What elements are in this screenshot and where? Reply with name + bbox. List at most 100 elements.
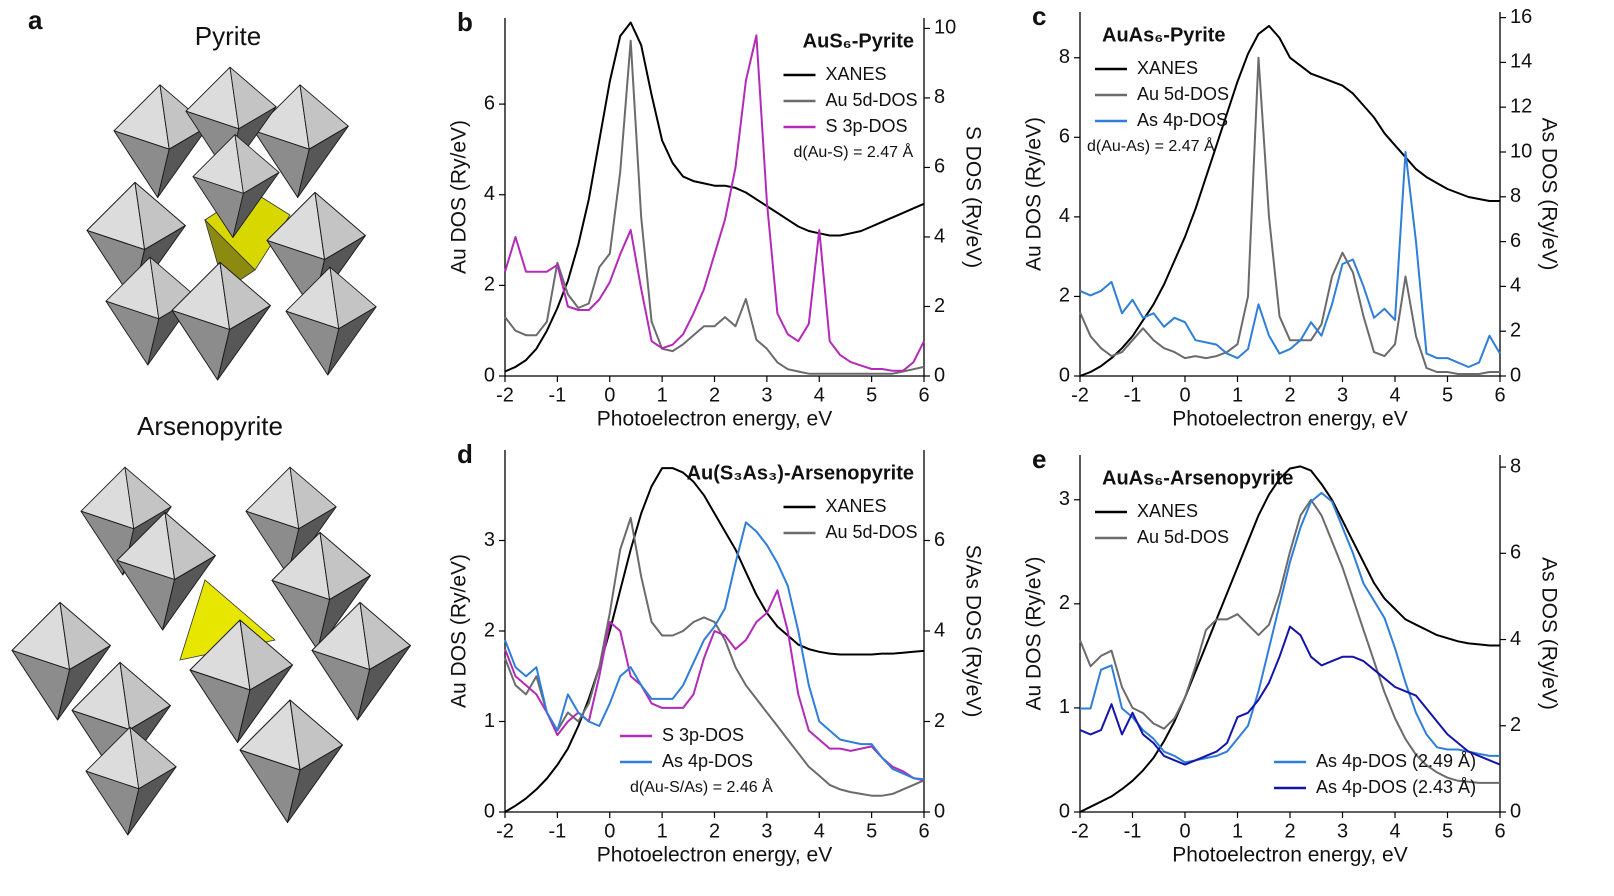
y-tick-label: 4 (484, 183, 495, 205)
y-axis-label: Au DOS (Ry/eV) (1023, 556, 1046, 710)
legend-label: XANES (826, 64, 887, 84)
legend-label: Au 5d-DOS (1137, 527, 1229, 547)
y2-axis-label: S/As DOS (Ry/eV) (961, 545, 984, 718)
y-tick-label: 8 (1059, 46, 1070, 68)
y-tick-label: 3 (484, 529, 495, 551)
x-tick-label: 2 (1284, 384, 1295, 406)
series-line (1080, 58, 1500, 374)
y-tick-label: 6 (484, 92, 495, 114)
panel-label: c (1032, 1, 1046, 31)
x-tick-label: 4 (814, 384, 825, 406)
y2-tick-label: 8 (1510, 185, 1521, 207)
x-tick-label: 1 (657, 384, 668, 406)
y-tick-label: 1 (484, 710, 495, 732)
y-tick-label: 0 (484, 364, 495, 386)
x-tick-label: 6 (1494, 820, 1505, 842)
x-tick-label: 2 (709, 384, 720, 406)
structure-title: Arsenopyrite (137, 411, 283, 441)
legend-label: As 4p-DOS (662, 751, 753, 771)
y2-axis-label: S DOS (Ry/eV) (961, 126, 984, 268)
y2-tick-label: 10 (934, 17, 956, 39)
x-tick-label: 6 (918, 820, 929, 842)
x-tick-label: 5 (1442, 384, 1453, 406)
x-tick-label: -1 (548, 384, 566, 406)
y2-tick-label: 2 (934, 295, 945, 317)
legend-label: XANES (826, 496, 887, 516)
chart-title: AuAs₆-Arsenopyrite (1102, 467, 1293, 489)
y2-tick-label: 0 (1510, 800, 1521, 822)
x-tick-label: -2 (496, 384, 514, 406)
x-tick-label: -1 (1124, 820, 1142, 842)
x-tick-label: 0 (1179, 384, 1190, 406)
legend-label: As 4p-DOS (1137, 110, 1228, 130)
y2-axis-label: As DOS (Ry/eV) (1537, 118, 1560, 271)
x-tick-label: 1 (1232, 384, 1243, 406)
x-tick-label: 2 (1284, 820, 1295, 842)
x-tick-label: -2 (1071, 820, 1089, 842)
series-line (1080, 26, 1500, 376)
octahedron (114, 85, 208, 198)
panel-label: d (457, 439, 473, 469)
y-tick-label: 2 (484, 619, 495, 641)
legend-label: XANES (1137, 501, 1198, 521)
x-tick-label: -2 (496, 820, 514, 842)
panel-label: a (28, 5, 43, 35)
y-tick-label: 2 (1059, 285, 1070, 307)
legend-label: As 4p-DOS (2.43 Å) (1316, 777, 1476, 797)
figure: a Pyrite Arsenopyrite -2-101234560246024… (0, 0, 1614, 896)
series-line (1080, 627, 1500, 765)
y2-tick-label: 8 (934, 86, 945, 108)
legend-label: As 4p-DOS (2.49 Å) (1316, 751, 1476, 771)
y-axis-label: Au DOS (Ry/eV) (1023, 117, 1046, 271)
x-tick-label: 5 (866, 820, 877, 842)
y2-tick-label: 0 (934, 800, 945, 822)
y2-tick-label: 2 (934, 710, 945, 732)
y-tick-label: 0 (1059, 800, 1070, 822)
y-axis-label: Au DOS (Ry/eV) (448, 120, 471, 274)
pyrite-structure (87, 67, 376, 380)
x-tick-label: 5 (1442, 820, 1453, 842)
arsenopyrite-structure (12, 467, 410, 835)
y2-axis-label: As DOS (Ry/eV) (1537, 557, 1560, 710)
legend-label: S 3p-DOS (826, 116, 908, 136)
chart-title: AuAs₆-Pyrite (1102, 24, 1226, 46)
legend-label: Au 5d-DOS (826, 522, 918, 542)
series-line (505, 35, 924, 370)
y2-tick-label: 6 (1510, 230, 1521, 252)
x-tick-label: 3 (1337, 384, 1348, 406)
y2-tick-label: 0 (934, 364, 945, 386)
y2-tick-label: 4 (934, 225, 945, 247)
y-tick-label: 0 (1059, 364, 1070, 386)
y-tick-label: 6 (1059, 126, 1070, 148)
legend-label: Au 5d-DOS (826, 90, 918, 110)
x-tick-label: 2 (709, 820, 720, 842)
y-tick-label: 2 (1059, 592, 1070, 614)
y-tick-label: 4 (1059, 205, 1070, 227)
y2-tick-label: 12 (1510, 95, 1532, 117)
x-axis-label: Photoelectron energy, eV (597, 844, 832, 867)
x-tick-label: 3 (761, 384, 772, 406)
octahedron (172, 262, 270, 380)
y-tick-label: 0 (484, 800, 495, 822)
legend-label: S 3p-DOS (662, 725, 744, 745)
x-tick-label: -2 (1071, 384, 1089, 406)
legend-label: XANES (1137, 58, 1198, 78)
y2-tick-label: 0 (1510, 364, 1521, 386)
annotation: d(Au-As) = 2.47 Å (1087, 136, 1215, 155)
x-tick-label: 4 (1389, 820, 1400, 842)
y2-tick-label: 4 (934, 619, 945, 641)
y2-tick-label: 6 (1510, 542, 1521, 564)
octahedron (240, 700, 343, 823)
y2-tick-label: 8 (1510, 455, 1521, 477)
y2-tick-label: 10 (1510, 140, 1532, 162)
x-tick-label: 0 (1179, 820, 1190, 842)
y2-tick-label: 4 (1510, 628, 1521, 650)
chart-title: AuS₆-Pyrite (803, 30, 914, 52)
x-tick-label: 5 (866, 384, 877, 406)
x-tick-label: 3 (761, 820, 772, 842)
y2-tick-label: 6 (934, 529, 945, 551)
y2-tick-label: 14 (1510, 51, 1532, 73)
x-tick-label: -1 (548, 820, 566, 842)
y2-tick-label: 16 (1510, 6, 1532, 28)
y2-tick-label: 4 (1510, 275, 1521, 297)
